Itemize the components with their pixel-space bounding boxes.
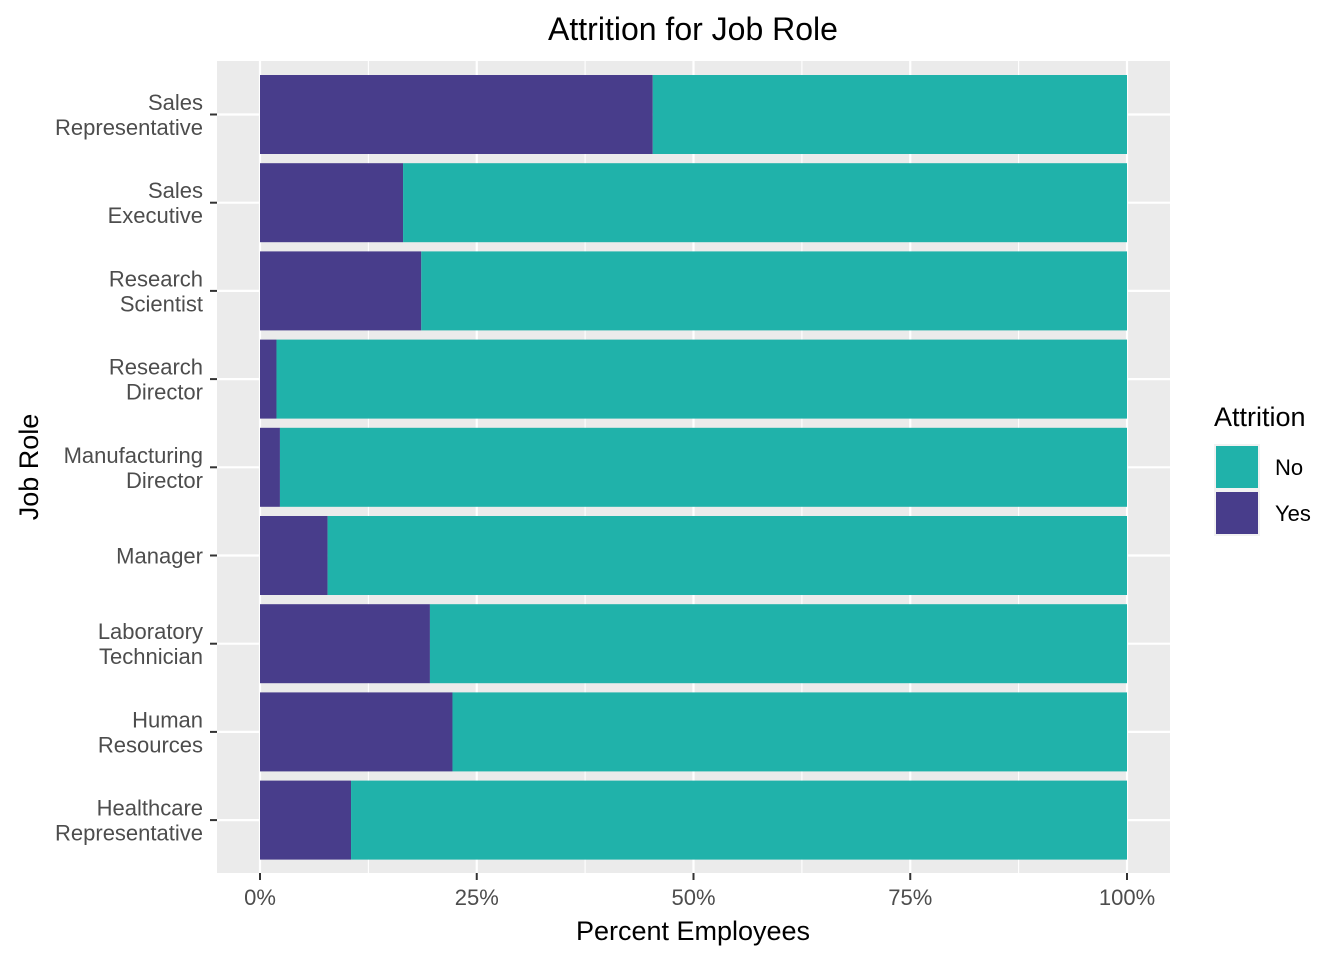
y-tick-label: Human Resources: [98, 707, 203, 757]
x-tick-label: 100%: [1099, 885, 1155, 910]
y-tick-label: Sales Executive: [108, 178, 203, 228]
legend-label-yes: Yes: [1275, 501, 1311, 526]
bar-no-manufacturing-director: [279, 427, 1127, 507]
legend: Attrition No Yes: [1214, 402, 1311, 536]
legend-key-no: [1216, 446, 1258, 488]
bar-no-research-scientist: [421, 251, 1128, 331]
y-axis: Sales Representative Sales Executive Researc…: [55, 90, 217, 846]
y-tick-label: Healthcare Representative: [55, 796, 203, 846]
bar-yes-human-resources: [260, 692, 453, 772]
bar-no-sales-representative: [652, 75, 1127, 154]
bar-no-human-resources: [452, 692, 1127, 772]
bars: [260, 75, 1128, 860]
bar-yes-research-director: [260, 339, 277, 419]
x-axis-title: Percent Employees: [576, 916, 810, 946]
bar-yes-healthcare-representative: [260, 780, 352, 860]
y-tick-label: Research Director: [109, 355, 203, 405]
x-axis: 0% 25% 50% 75% 100%: [244, 873, 1155, 910]
y-tick-label: Manager: [116, 544, 203, 569]
bar-no-laboratory-technician: [429, 604, 1127, 684]
bar-no-manager: [327, 516, 1128, 595]
bar-yes-laboratory-technician: [260, 604, 430, 684]
y-tick-label: Laboratory Technician: [98, 619, 203, 669]
legend-key-yes: [1216, 492, 1258, 534]
x-tick-label: 50%: [671, 885, 715, 910]
x-tick-label: 25%: [455, 885, 499, 910]
bar-yes-sales-executive: [260, 163, 404, 243]
y-tick-label: Research Scientist: [109, 266, 203, 316]
bar-yes-sales-representative: [260, 75, 653, 154]
x-tick-label: 75%: [888, 885, 932, 910]
y-tick-label: Manufacturing Director: [64, 443, 203, 493]
bar-no-sales-executive: [403, 163, 1127, 243]
bar-no-healthcare-representative: [351, 780, 1127, 860]
legend-title: Attrition: [1214, 402, 1306, 432]
bar-yes-manufacturing-director: [260, 427, 280, 507]
legend-label-no: No: [1275, 455, 1303, 480]
bar-yes-manager: [260, 516, 328, 595]
y-axis-title: Job Role: [14, 414, 44, 521]
bar-yes-research-scientist: [260, 251, 422, 331]
y-tick-label: Sales Representative: [55, 90, 203, 140]
x-tick-label: 0%: [244, 885, 276, 910]
chart-title: Attrition for Job Role: [548, 11, 838, 47]
bar-no-research-director: [276, 339, 1127, 419]
